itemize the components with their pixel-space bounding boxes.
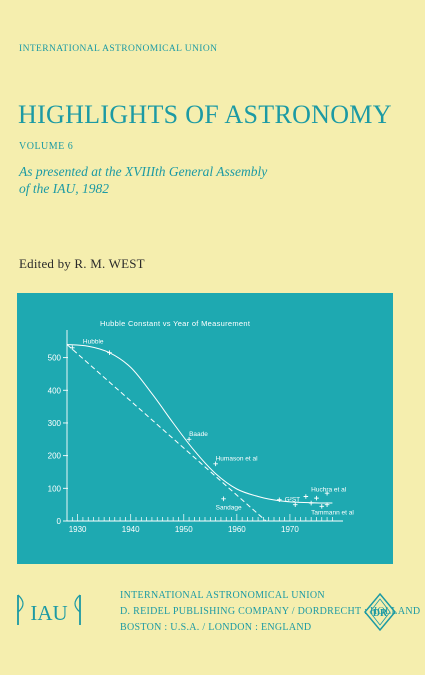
subtitle-line-1: As presented at the XVIIIth General Asse… [19, 164, 268, 179]
x-tick-label: 1950 [175, 525, 193, 534]
dashed-series-line [66, 344, 267, 522]
iau-logo-text: IAU [30, 601, 67, 625]
editor-credit: Edited by R. M. WEST [19, 256, 145, 271]
publisher-line-2: D. REIDEL PUBLISHING COMPANY / DORDRECHT… [120, 606, 421, 618]
chart-annotation: Sandage [216, 505, 242, 512]
cover-chart-panel: Hubble Constant vs Year of Measurement 0 1… [17, 293, 393, 564]
y-tick-label: 200 [48, 452, 62, 461]
subtitle-line-2: of the IAU, 1982 [19, 181, 109, 196]
chart-annotation: Baade [189, 431, 208, 438]
data-point-marker [319, 503, 325, 509]
chart-annotation: Hubble [83, 339, 104, 346]
data-point-marker [70, 345, 75, 351]
data-point-marker [324, 502, 330, 507]
book-title: HIGHLIGHTS OF ASTRONOMY [18, 100, 392, 129]
publisher-block: INTERNATIONAL ASTRONOMICAL UNION D. REID… [120, 588, 420, 637]
data-point-marker [221, 496, 226, 502]
chart-annotation: Huchra et al [311, 487, 347, 494]
solid-series-line [66, 344, 333, 504]
chart-annotation: Humason et al [216, 456, 258, 463]
publisher-line-3: BOSTON : U.S.A. / LONDON : ENGLAND [120, 622, 312, 634]
chart-annotation: Tammann et al [311, 509, 354, 516]
chart-title: Hubble Constant vs Year of Measurement [100, 319, 251, 328]
data-point-marker [107, 350, 112, 356]
data-point-marker [314, 495, 319, 501]
iau-logo: IAU [17, 594, 81, 625]
chart-annotation: G²ST [285, 496, 301, 503]
subtitle: As presented at the XVIIIth General Asse… [19, 163, 267, 197]
reidel-logo-text: DR [373, 608, 388, 619]
reidel-logo: DR [364, 592, 396, 632]
data-point-marker [277, 497, 282, 503]
publisher-line-1: INTERNATIONAL ASTRONOMICAL UNION [120, 590, 325, 601]
x-tick-label: 1940 [122, 525, 140, 534]
y-tick-label: 300 [48, 419, 62, 428]
y-tick-label: 0 [57, 517, 62, 526]
data-point-marker [308, 500, 314, 506]
data-point-marker [186, 437, 192, 442]
hubble-constant-chart: Hubble Constant vs Year of Measurement01… [48, 319, 355, 534]
data-point-marker [292, 502, 298, 507]
y-tick-label: 400 [48, 386, 62, 395]
x-tick-label: 1930 [69, 525, 87, 534]
data-point-marker [303, 494, 309, 499]
x-tick-label: 1960 [228, 525, 246, 534]
y-tick-label: 500 [48, 354, 62, 363]
x-tick-label: 1970 [281, 525, 299, 534]
data-point-marker [213, 461, 218, 467]
data-point-marker [324, 490, 330, 496]
series-organization: INTERNATIONAL ASTRONOMICAL UNION [19, 44, 218, 54]
y-tick-label: 100 [48, 484, 62, 493]
volume-number: VOLUME 6 [19, 141, 74, 152]
